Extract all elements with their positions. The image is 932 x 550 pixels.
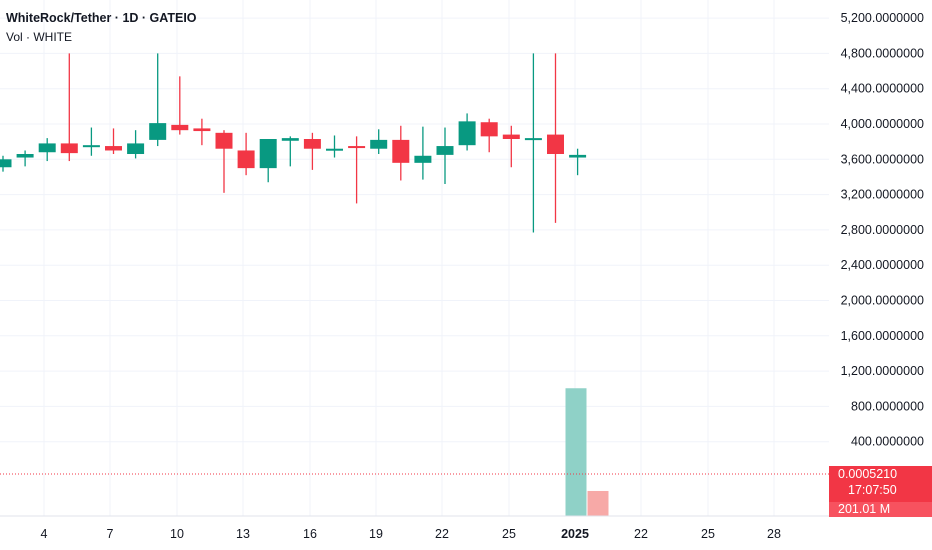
candle xyxy=(82,127,100,156)
price-tick-label: 400.0000000 xyxy=(851,435,924,449)
time-tick-label: 16 xyxy=(303,527,317,541)
candle-body xyxy=(149,123,167,140)
time-tick-label: 2025 xyxy=(561,527,589,541)
last-price-value: 0.0005210 xyxy=(838,467,898,481)
time-tick-label: 4 xyxy=(41,527,48,541)
price-tick-label: 1,200.0000000 xyxy=(841,364,924,378)
candle-body xyxy=(392,139,410,163)
candle-body xyxy=(480,122,498,137)
price-tick-label: 2,400.0000000 xyxy=(841,258,924,272)
last-price-badge: 0.0005210 17:07:50 xyxy=(829,466,932,502)
candle-body xyxy=(105,146,122,151)
price-tick-label: 4,000.0000000 xyxy=(841,117,924,131)
candle xyxy=(569,148,587,176)
candle xyxy=(16,150,34,167)
candle-body xyxy=(502,134,520,140)
candle-body xyxy=(281,138,299,141)
candle-body xyxy=(547,134,564,155)
candle-body xyxy=(348,146,366,149)
chart-grid xyxy=(0,0,829,516)
candle-body xyxy=(259,139,277,169)
candle xyxy=(348,136,366,204)
candle xyxy=(480,118,498,153)
time-tick-label: 22 xyxy=(634,527,648,541)
chart-legend: WhiteRock/Tether · 1D · GATEIO Vol · WHI… xyxy=(6,11,197,44)
time-tick-label: 19 xyxy=(369,527,383,541)
candle xyxy=(60,53,78,162)
price-tick-label: 1,600.0000000 xyxy=(841,329,924,343)
price-tick-label: 800.0000000 xyxy=(851,399,924,413)
candle-body xyxy=(215,132,233,149)
candle-body xyxy=(326,148,343,151)
candle xyxy=(392,125,410,181)
volume-legend[interactable]: Vol · WHITE xyxy=(6,30,73,44)
candle xyxy=(171,76,189,135)
time-axis[interactable]: 4 7 10 13 16 19 22 25 2025 22 25 28 xyxy=(41,527,781,541)
price-tick-label: 3,200.0000000 xyxy=(841,188,924,202)
volume-bar xyxy=(565,388,587,516)
price-axis[interactable]: 5,200.0000000 4,800.0000000 4,400.0000000 4… xyxy=(841,11,924,517)
candle-body xyxy=(60,143,78,154)
time-tick-label: 10 xyxy=(170,527,184,541)
volume-series xyxy=(565,388,609,516)
candle-body xyxy=(414,155,432,163)
time-tick-label: 25 xyxy=(701,527,715,541)
candle-body xyxy=(38,143,56,153)
time-tick-label: 7 xyxy=(107,527,114,541)
candle-body xyxy=(237,150,255,169)
candle xyxy=(281,136,299,167)
candle xyxy=(127,130,145,159)
price-tick-label: 4,400.0000000 xyxy=(841,82,924,96)
candle xyxy=(414,126,432,180)
candle-body xyxy=(0,159,12,168)
candle xyxy=(215,130,233,193)
price-tick-label: 3,600.0000000 xyxy=(841,152,924,166)
candle xyxy=(436,127,454,185)
volume-bar xyxy=(587,490,609,516)
candle xyxy=(370,129,388,155)
candle-body xyxy=(127,143,145,155)
candle xyxy=(0,155,12,172)
volume-value-badge: 201.01 M xyxy=(829,502,932,517)
price-tick-label: 5,200.0000000 xyxy=(841,11,924,25)
candle-body xyxy=(370,139,388,149)
time-axis-background xyxy=(0,516,829,550)
candlestick-series xyxy=(0,53,587,233)
candle xyxy=(502,125,520,168)
time-tick-label: 13 xyxy=(236,527,250,541)
candle xyxy=(524,53,542,233)
candle-body xyxy=(171,124,189,131)
candle xyxy=(458,113,476,151)
bar-countdown: 17:07:50 xyxy=(848,483,897,497)
candle xyxy=(303,132,321,170)
candle-body xyxy=(16,154,34,158)
candle xyxy=(547,53,564,223)
candle-body xyxy=(303,139,321,149)
price-tick-label: 4,800.0000000 xyxy=(841,46,924,60)
time-tick-label: 22 xyxy=(435,527,449,541)
time-tick-label: 28 xyxy=(767,527,781,541)
candle-body xyxy=(569,154,587,158)
symbol-title[interactable]: WhiteRock/Tether · 1D · GATEIO xyxy=(6,11,197,25)
candle xyxy=(38,138,56,162)
price-tick-label: 2,800.0000000 xyxy=(841,223,924,237)
candle xyxy=(237,132,255,176)
time-tick-label: 25 xyxy=(502,527,516,541)
candle xyxy=(105,128,122,155)
candle-body xyxy=(458,121,476,146)
candle-body xyxy=(524,138,542,141)
candle xyxy=(326,135,343,158)
candle-body xyxy=(436,146,454,155)
candle xyxy=(193,118,211,146)
price-tick-label: 2,000.0000000 xyxy=(841,294,924,308)
candle-body xyxy=(82,145,100,148)
candle xyxy=(149,53,167,147)
candle-body xyxy=(193,128,211,132)
candle xyxy=(259,139,277,183)
